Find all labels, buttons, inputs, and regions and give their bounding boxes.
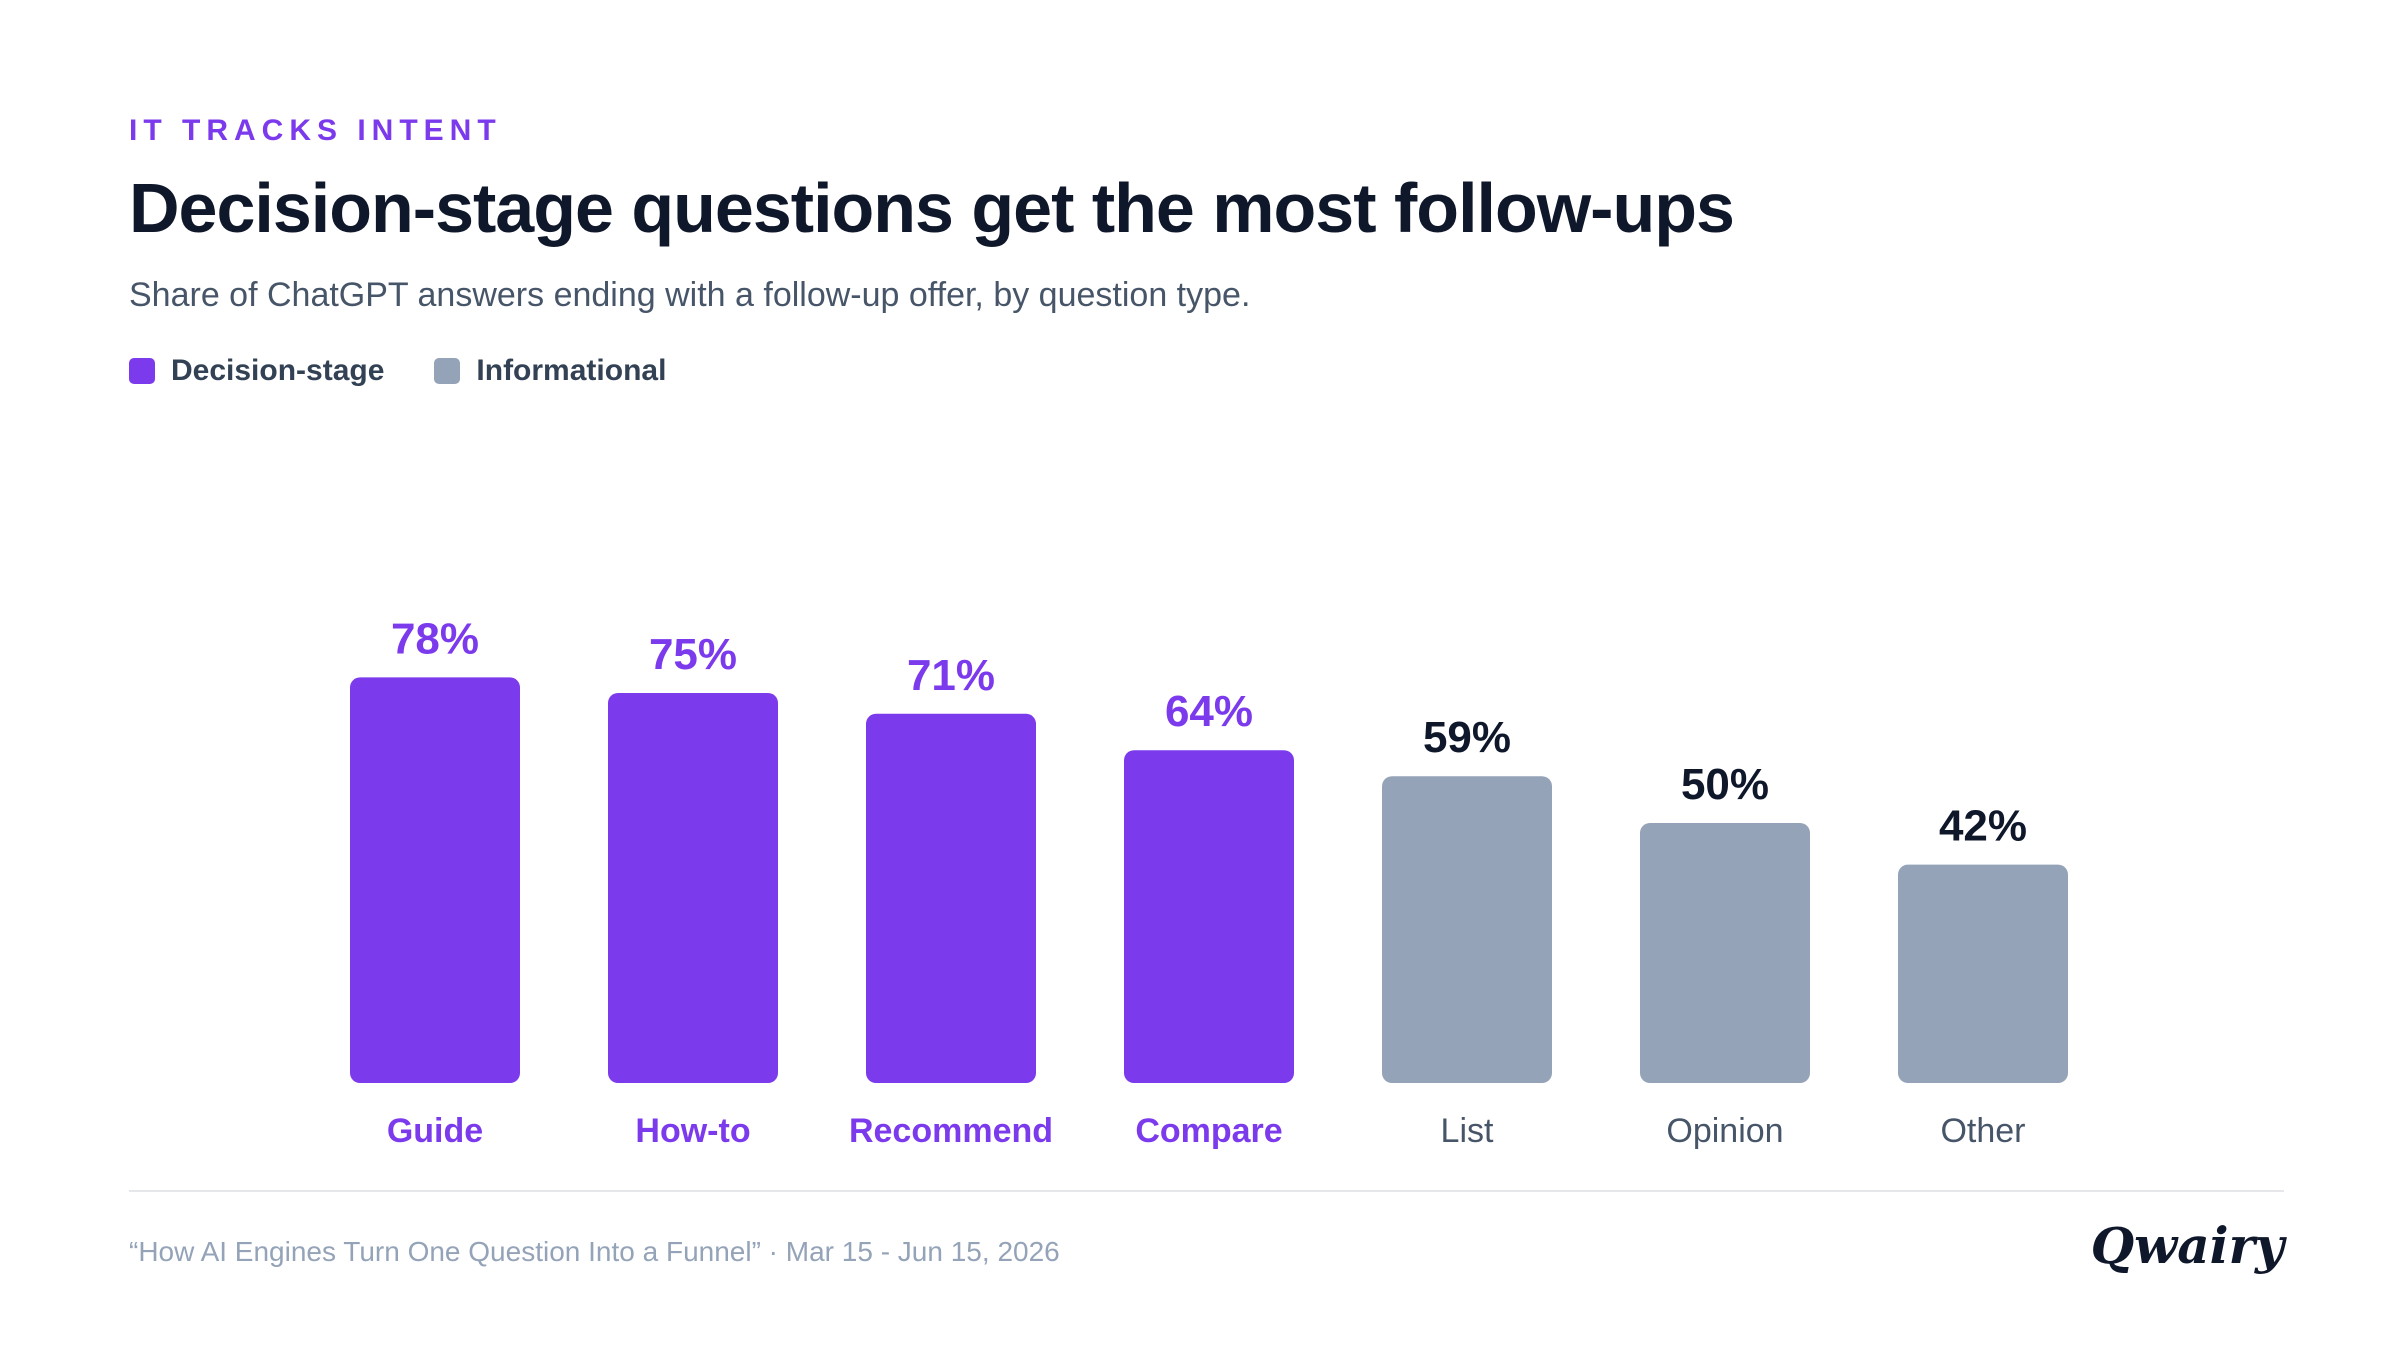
value-label-how-to: 75%: [649, 630, 737, 679]
legend-swatch-decision-stage: [129, 358, 155, 384]
bar-compare: [1124, 750, 1294, 1083]
bar-recommend: [866, 713, 1036, 1083]
bar-chart: 78% Guide 75% How-to 71% Recommend 64% Compare 5…: [350, 614, 2068, 1150]
category-label-list: List: [1441, 1112, 1494, 1150]
eyebrow-label: IT TRACKS INTENT: [129, 114, 502, 147]
value-label-list: 59%: [1423, 713, 1511, 762]
category-label-compare: Compare: [1135, 1112, 1282, 1150]
category-label-how-to: How-to: [635, 1112, 750, 1150]
bar-how-to: [608, 693, 778, 1083]
legend-item-decision-stage: Decision-stage: [129, 354, 384, 388]
value-label-compare: 64%: [1165, 687, 1253, 736]
bar-list: [1382, 776, 1552, 1083]
category-label-guide: Guide: [387, 1112, 483, 1150]
value-label-guide: 78%: [391, 614, 479, 663]
category-label-recommend: Recommend: [849, 1112, 1053, 1150]
category-label-other: Other: [1940, 1112, 2025, 1150]
value-label-opinion: 50%: [1681, 760, 1769, 809]
category-label-opinion: Opinion: [1666, 1112, 1783, 1150]
bar-opinion: [1640, 823, 1810, 1083]
legend-swatch-informational: [434, 358, 461, 384]
value-label-recommend: 71%: [907, 651, 995, 700]
footer-divider: [129, 1190, 2284, 1192]
bar-guide: [350, 677, 520, 1083]
brand-logo: Qwairy: [2090, 1216, 2284, 1275]
chart-title: Decision-stage questions get the most fo…: [129, 169, 1735, 247]
legend-label-decision-stage: Decision-stage: [171, 354, 385, 387]
legend-item-informational: Informational: [434, 354, 666, 388]
chart-subtitle: Share of ChatGPT answers ending with a f…: [129, 276, 1251, 314]
legend: Decision-stage Informational: [129, 354, 666, 388]
legend-label-informational: Informational: [476, 354, 667, 387]
value-label-other: 42%: [1939, 802, 2027, 851]
footer-source-note: “How AI Engines Turn One Question Into a…: [129, 1236, 1060, 1267]
bar-other: [1898, 864, 2068, 1083]
